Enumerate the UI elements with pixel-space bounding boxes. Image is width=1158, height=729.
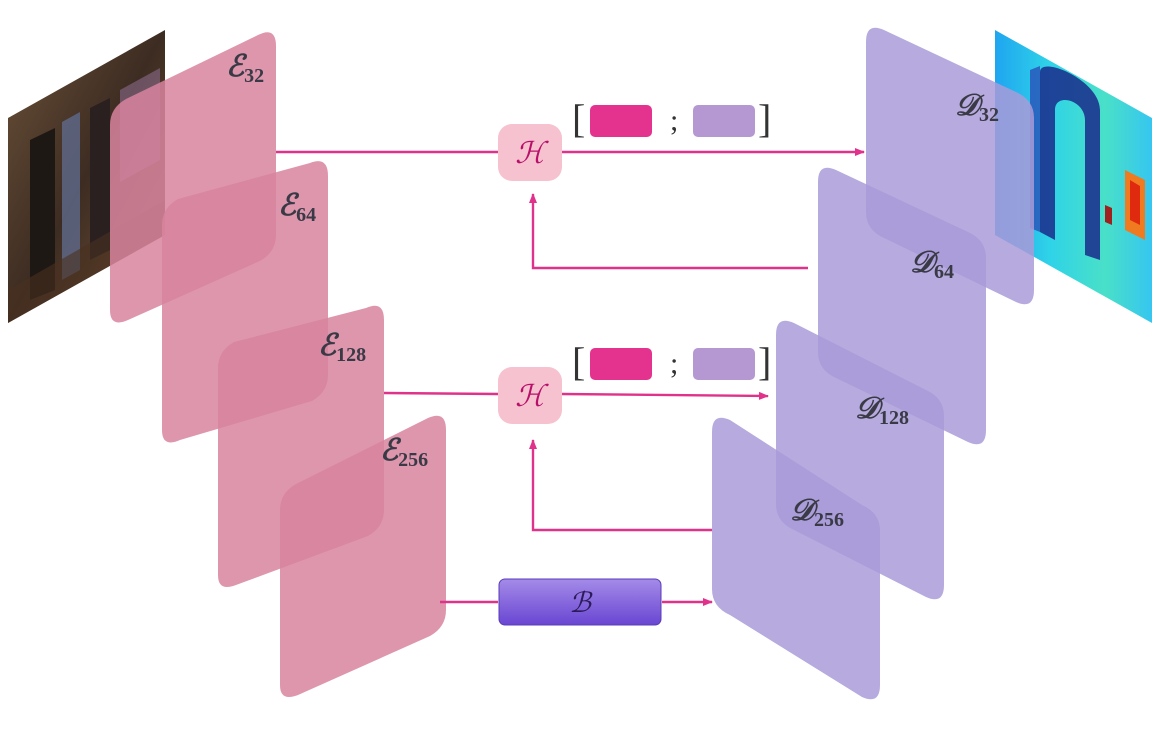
bottleneck-block: ℬ	[498, 578, 662, 626]
decoder-stack	[712, 27, 1034, 700]
encoder-swatch	[590, 348, 652, 380]
encoder-labels: ℰ32 ℰ64 ℰ128 ℰ256	[226, 49, 428, 471]
concat-legend-bottom: [ ; ]	[572, 339, 771, 384]
bracket-close: ]	[758, 339, 771, 384]
encoder-label-64: ℰ64	[278, 188, 316, 226]
fusion-symbol: ℋ	[515, 379, 549, 414]
connections	[276, 148, 865, 606]
encoder-stack	[110, 32, 446, 698]
feedback-arrow-64	[529, 193, 808, 270]
bracket-open: [	[572, 339, 585, 384]
encoder-label-128: ℰ128	[318, 328, 366, 366]
decoder-label-256: 𝒟256	[790, 493, 844, 531]
encoder-label-256: ℰ256	[380, 433, 428, 471]
bracket-open: [	[572, 96, 585, 141]
feedback-arrow-256	[529, 439, 712, 532]
bracket-close: ]	[758, 96, 771, 141]
separator: ;	[670, 104, 678, 137]
encoder-panel-256	[280, 415, 446, 698]
encoder-label-32: ℰ32	[226, 49, 264, 87]
fusion-block-top: ℋ	[498, 124, 562, 181]
separator: ;	[670, 347, 678, 380]
decoder-labels: 𝒟32 𝒟64 𝒟128 𝒟256	[790, 88, 999, 531]
decoder-swatch	[693, 348, 755, 380]
decoder-swatch	[693, 105, 755, 137]
bottleneck-symbol: ℬ	[569, 586, 593, 619]
fusion-block-bottom: ℋ	[498, 367, 562, 424]
concat-legend-top: [ ; ]	[572, 96, 771, 141]
fusion-symbol: ℋ	[515, 136, 549, 171]
skip-arrow-128-right	[561, 391, 769, 400]
encoder-swatch	[590, 105, 652, 137]
skip-arrow-128-left	[383, 391, 499, 396]
decoder-panel-256	[712, 417, 880, 700]
